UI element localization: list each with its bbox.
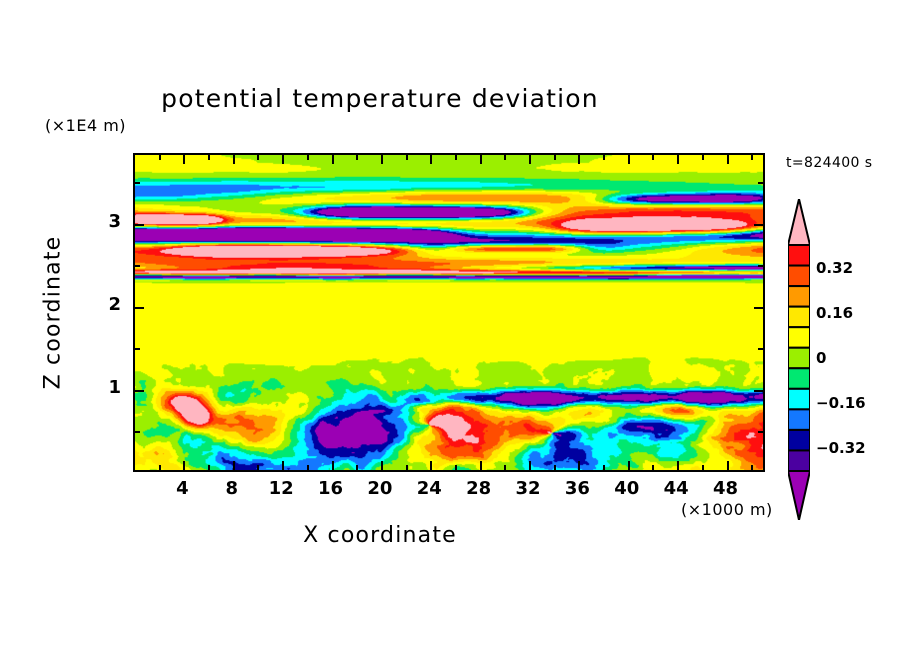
x-tick [627, 155, 630, 164]
x-tick [430, 461, 433, 470]
x-minor-tick [701, 465, 704, 470]
x-minor-tick [405, 465, 408, 470]
y-axis-title: Z coordinate [40, 235, 66, 390]
y-tick-label: 2 [108, 293, 121, 315]
y-minor-tick [758, 265, 763, 268]
x-minor-tick [603, 155, 606, 160]
x-minor-tick [751, 465, 754, 470]
colorbar-tick-label: −0.16 [816, 394, 866, 413]
y-minor-tick [758, 431, 763, 434]
x-minor-tick [356, 465, 359, 470]
x-tick-label: 24 [416, 478, 442, 499]
x-tick-label: 20 [367, 478, 393, 499]
x-tick-label: 32 [515, 478, 541, 499]
x-minor-tick [751, 155, 754, 160]
x-tick [183, 155, 186, 164]
y-minor-tick [135, 265, 140, 268]
x-tick [282, 155, 285, 164]
y-tick-label: 1 [108, 376, 121, 398]
y-tick [754, 223, 763, 226]
x-tick [677, 155, 680, 164]
x-tick [578, 155, 581, 164]
y-tick-label: 3 [108, 210, 121, 232]
time-stamp-annotation: t=824400 s [786, 155, 873, 171]
x-tick [726, 155, 729, 164]
x-tick [529, 461, 531, 470]
x-minor-tick [257, 155, 260, 160]
x-minor-tick [454, 155, 457, 160]
x-tick-label: 8 [225, 478, 239, 499]
x-tick [529, 155, 531, 164]
x-tick [479, 155, 482, 164]
x-minor-tick [158, 465, 161, 470]
x-tick-label: 36 [564, 478, 590, 499]
x-tick-label: 12 [268, 478, 294, 499]
x-minor-tick [306, 465, 309, 470]
x-minor-tick [701, 155, 704, 160]
x-tick [726, 461, 729, 470]
x-minor-tick [306, 155, 309, 160]
x-minor-tick [504, 155, 507, 160]
y-minor-tick [135, 182, 140, 185]
x-minor-tick [158, 155, 161, 160]
x-tick-label: 4 [176, 478, 189, 499]
y-tick [135, 389, 144, 392]
y-tick [754, 306, 763, 309]
x-tick [183, 461, 186, 470]
x-tick [232, 155, 235, 164]
y-minor-tick [758, 348, 763, 351]
x-minor-tick [208, 155, 211, 160]
x-minor-tick [553, 155, 556, 160]
x-tick-label: 48 [712, 478, 739, 499]
y-tick [135, 306, 144, 309]
x-minor-tick [652, 465, 655, 470]
x-tick-label: 16 [317, 478, 344, 499]
x-tick [479, 461, 482, 470]
x-tick-label: 28 [466, 478, 492, 499]
x-tick-label: 40 [614, 478, 640, 499]
x-tick-label: 44 [663, 478, 689, 499]
colorbar-tick-label: 0.32 [816, 258, 854, 277]
colorbar-tick-label: −0.32 [816, 439, 866, 458]
y-minor-tick [135, 431, 140, 434]
x-minor-tick [553, 465, 556, 470]
x-minor-tick [356, 155, 359, 160]
x-tick [331, 461, 334, 470]
x-minor-tick [405, 155, 408, 160]
page-title: potential temperature deviation [161, 84, 599, 113]
x-minor-tick [454, 465, 457, 470]
contour-field [135, 155, 763, 470]
x-minor-tick [208, 465, 211, 470]
x-tick [627, 461, 630, 470]
y-tick [135, 223, 144, 226]
x-axis-unit-label: (×1000 m) [681, 500, 773, 519]
x-tick [430, 155, 433, 164]
y-tick [754, 389, 763, 392]
x-minor-tick [257, 465, 260, 470]
colorbar-tick-label: 0 [816, 349, 827, 367]
y-minor-tick [758, 182, 763, 185]
x-tick [380, 461, 383, 470]
x-axis-title: X coordinate [303, 523, 457, 548]
x-tick [380, 155, 383, 164]
y-minor-tick [135, 348, 140, 351]
x-minor-tick [603, 465, 606, 470]
x-tick [677, 461, 680, 470]
colorbar-tick-label: 0.16 [816, 303, 854, 322]
x-tick [331, 155, 334, 164]
x-tick [578, 461, 581, 470]
x-tick [282, 461, 285, 470]
x-tick [232, 461, 235, 470]
x-minor-tick [652, 155, 655, 160]
y-axis-unit-label: (×1E4 m) [45, 116, 127, 135]
colorbar [788, 199, 810, 520]
x-minor-tick [504, 465, 507, 470]
plot-area [133, 153, 765, 472]
